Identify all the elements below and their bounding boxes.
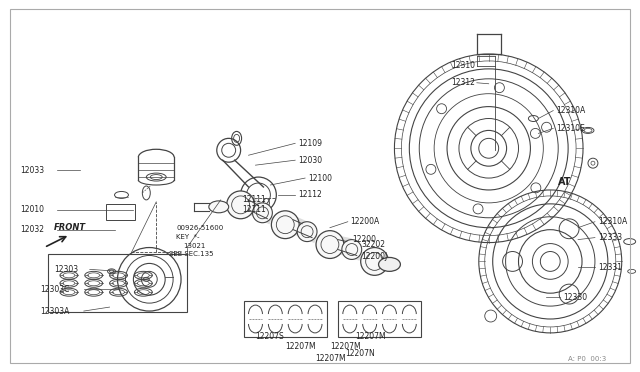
Text: 12207N: 12207N: [345, 349, 374, 358]
Text: 13021: 13021: [183, 243, 205, 248]
Text: 12111: 12111: [243, 205, 266, 214]
Bar: [48, 254, 187, 312]
Text: 12010: 12010: [20, 205, 44, 214]
Text: 12310: 12310: [451, 61, 475, 70]
Text: 12033: 12033: [20, 166, 44, 174]
Text: FRONT: FRONT: [54, 223, 86, 232]
Text: 12330: 12330: [563, 293, 588, 302]
Text: 12312: 12312: [451, 78, 475, 87]
Text: 00926-51600: 00926-51600: [176, 225, 223, 231]
Text: 12100: 12100: [308, 174, 332, 183]
Text: KEY  *-: KEY *-: [176, 234, 200, 240]
Text: 12310A: 12310A: [598, 217, 627, 226]
Text: 12207M: 12207M: [315, 354, 346, 363]
Bar: [106, 204, 136, 220]
Text: 12303: 12303: [54, 265, 78, 274]
Circle shape: [271, 211, 299, 238]
Text: 12109: 12109: [298, 139, 322, 148]
Circle shape: [361, 247, 388, 275]
Text: 12207M: 12207M: [330, 342, 360, 351]
Text: 32202: 32202: [362, 240, 386, 249]
Text: 12200J: 12200J: [362, 252, 388, 261]
Text: 12200A: 12200A: [350, 217, 379, 226]
Circle shape: [342, 240, 362, 259]
Text: 12111: 12111: [243, 195, 266, 204]
Circle shape: [316, 231, 344, 259]
Text: 12310A: 12310A: [556, 106, 586, 115]
Text: 12331: 12331: [598, 263, 622, 272]
Bar: [338, 301, 421, 337]
Ellipse shape: [209, 201, 228, 213]
Text: AT: AT: [558, 177, 572, 187]
Text: 12032: 12032: [20, 225, 44, 234]
Circle shape: [297, 222, 317, 241]
Circle shape: [227, 191, 255, 219]
Text: 12303C: 12303C: [40, 285, 70, 294]
Text: 12200: 12200: [352, 235, 376, 244]
Text: SEE SEC.135: SEE SEC.135: [169, 251, 214, 257]
Text: 12303A: 12303A: [40, 307, 70, 315]
Text: A: P0  00:3: A: P0 00:3: [568, 356, 606, 362]
Ellipse shape: [378, 257, 401, 271]
Text: 12207S: 12207S: [255, 332, 284, 341]
Circle shape: [253, 203, 273, 223]
Bar: [244, 301, 327, 337]
Text: 12333: 12333: [598, 233, 622, 242]
Text: 12112: 12112: [298, 190, 322, 199]
Text: 12030: 12030: [298, 156, 323, 165]
Text: 12310E: 12310E: [556, 124, 585, 133]
Text: 12207M: 12207M: [285, 342, 316, 351]
Text: 12207M: 12207M: [355, 332, 385, 341]
